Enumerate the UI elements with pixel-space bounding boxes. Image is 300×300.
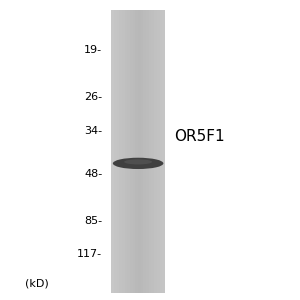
- Bar: [157, 10, 160, 293]
- Text: 19-: 19-: [84, 45, 102, 56]
- Bar: [162, 10, 165, 293]
- Bar: [135, 10, 138, 293]
- Bar: [111, 10, 165, 293]
- Text: 26-: 26-: [84, 92, 102, 101]
- Ellipse shape: [113, 158, 164, 169]
- Bar: [111, 10, 114, 293]
- Text: 85-: 85-: [84, 216, 102, 226]
- Bar: [160, 10, 162, 293]
- Bar: [122, 10, 125, 293]
- Bar: [152, 10, 154, 293]
- Bar: [119, 10, 122, 293]
- Bar: [128, 10, 130, 293]
- Bar: [154, 10, 157, 293]
- Bar: [141, 10, 143, 293]
- Bar: [149, 10, 152, 293]
- Bar: [114, 10, 117, 293]
- Bar: [130, 10, 133, 293]
- Ellipse shape: [124, 159, 152, 164]
- Text: OR5F1: OR5F1: [174, 129, 224, 144]
- Bar: [125, 10, 128, 293]
- Bar: [133, 10, 135, 293]
- Bar: [146, 10, 149, 293]
- Text: (kD): (kD): [25, 279, 49, 289]
- Text: 48-: 48-: [84, 169, 102, 179]
- Bar: [138, 10, 141, 293]
- Text: 34-: 34-: [84, 126, 102, 136]
- Bar: [117, 10, 119, 293]
- Bar: [143, 10, 146, 293]
- Text: 117-: 117-: [77, 249, 102, 259]
